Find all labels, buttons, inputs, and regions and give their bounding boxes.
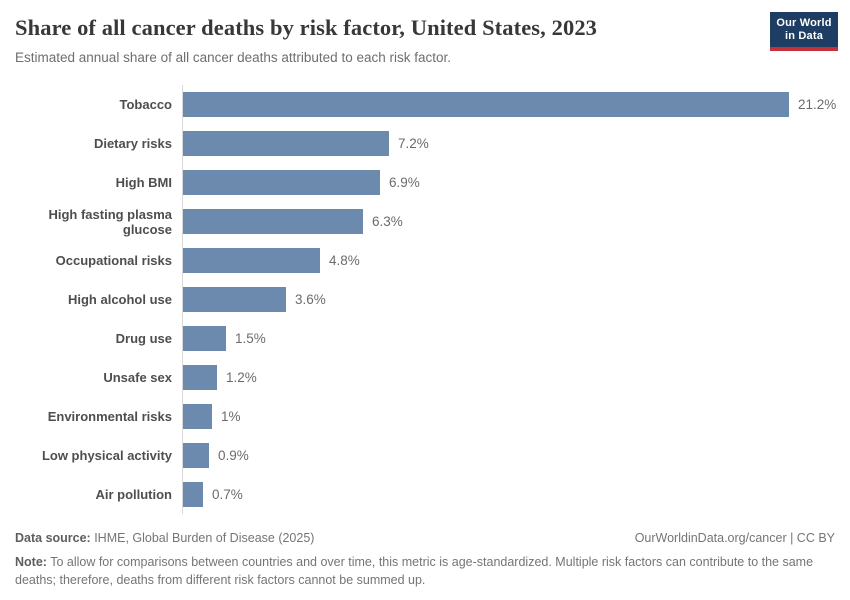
bar[interactable] (183, 287, 286, 312)
chart-footer: Data source: IHME, Global Burden of Dise… (15, 530, 835, 589)
bar-track: 3.6% (182, 280, 835, 319)
bar-rows: Tobacco 21.2% Dietary risks 7.2% High BM… (15, 85, 836, 514)
owid-logo-text-line2: in Data (784, 30, 824, 42)
bar-track: 0.9% (182, 436, 835, 475)
bar-value-label: 3.6% (295, 292, 326, 307)
chart-subtitle: Estimated annual share of all cancer dea… (15, 50, 451, 65)
note-label: Note: (15, 555, 47, 569)
category-label: Tobacco (119, 97, 173, 112)
bar-track: 1.2% (182, 358, 835, 397)
category-label: High BMI (115, 175, 172, 190)
note-text: To allow for comparisons between countri… (15, 555, 814, 587)
bar-track: 1% (182, 397, 835, 436)
bar-track: 6.3% (182, 202, 835, 241)
bar-track: 6.9% (182, 163, 835, 202)
category-label: Environmental risks (47, 409, 172, 424)
bar-value-label: 21.2% (798, 97, 837, 112)
category-label: Drug use (115, 331, 172, 346)
owid-logo: Our World in Data (770, 12, 838, 51)
bar-value-label: 6.9% (389, 175, 420, 190)
bar-row: Occupational risks 4.8% (15, 241, 835, 280)
bar-row: Environmental risks 1% (15, 397, 835, 436)
category-label: High alcohol use (67, 292, 172, 307)
category-label: Occupational risks (55, 253, 172, 268)
bar[interactable] (183, 404, 212, 429)
chart-title: Share of all cancer deaths by risk facto… (15, 15, 598, 40)
category-label: Unsafe sex (103, 370, 172, 385)
category-label: Air pollution (95, 487, 172, 502)
bar-track: 0.7% (182, 475, 835, 514)
data-source-label: Data source: (15, 531, 91, 545)
bar-value-label: 0.7% (212, 487, 243, 502)
category-label: Low physical activity (41, 448, 172, 463)
bar-row: High alcohol use 3.6% (15, 280, 835, 319)
category-label: High fasting plasma glucose (48, 206, 172, 237)
bar-row: High BMI 6.9% (15, 163, 835, 202)
chart-note: Note: To allow for comparisons between c… (15, 553, 835, 589)
chart-header: Share of all cancer deaths by risk facto… (15, 12, 838, 67)
bar-value-label: 7.2% (398, 136, 429, 151)
bar[interactable] (183, 365, 217, 390)
bar[interactable] (183, 443, 209, 468)
bar-track: 1.5% (182, 319, 835, 358)
bar[interactable] (183, 248, 320, 273)
bar-track: 4.8% (182, 241, 835, 280)
bar[interactable] (183, 92, 789, 117)
bar-value-label: 1.5% (235, 331, 266, 346)
rights-link[interactable]: OurWorldinData.org/cancer | CC BY (634, 531, 835, 545)
bar-row: Tobacco 21.2% (15, 85, 836, 124)
category-label: Dietary risks (93, 136, 172, 151)
bar-row: High fasting plasma glucose 6.3% (15, 202, 835, 241)
bar-row: Drug use 1.5% (15, 319, 835, 358)
bar-row: Air pollution 0.7% (15, 475, 835, 514)
bar-value-label: 1.2% (226, 370, 257, 385)
bar[interactable] (183, 170, 380, 195)
bar[interactable] (183, 482, 203, 507)
bar-row: Unsafe sex 1.2% (15, 358, 835, 397)
bar-value-label: 6.3% (372, 214, 403, 229)
bar-chart-plot: Tobacco 21.2% Dietary risks 7.2% High BM… (15, 85, 836, 514)
bar-value-label: 4.8% (329, 253, 360, 268)
bar-value-label: 1% (221, 409, 241, 424)
bar[interactable] (183, 326, 226, 351)
data-source-text: IHME, Global Burden of Disease (2025) (90, 531, 315, 545)
bar-track: 21.2% (182, 85, 836, 124)
bar-value-label: 0.9% (218, 448, 249, 463)
source-row: Data source: IHME, Global Burden of Dise… (15, 530, 835, 547)
bar-row: Low physical activity 0.9% (15, 436, 835, 475)
bar[interactable] (183, 209, 363, 234)
bar-track: 7.2% (182, 124, 835, 163)
owid-logo-text-line1: Our World (776, 17, 832, 29)
bar[interactable] (183, 131, 389, 156)
data-source: Data source: IHME, Global Burden of Dise… (15, 530, 314, 547)
bar-row: Dietary risks 7.2% (15, 124, 835, 163)
